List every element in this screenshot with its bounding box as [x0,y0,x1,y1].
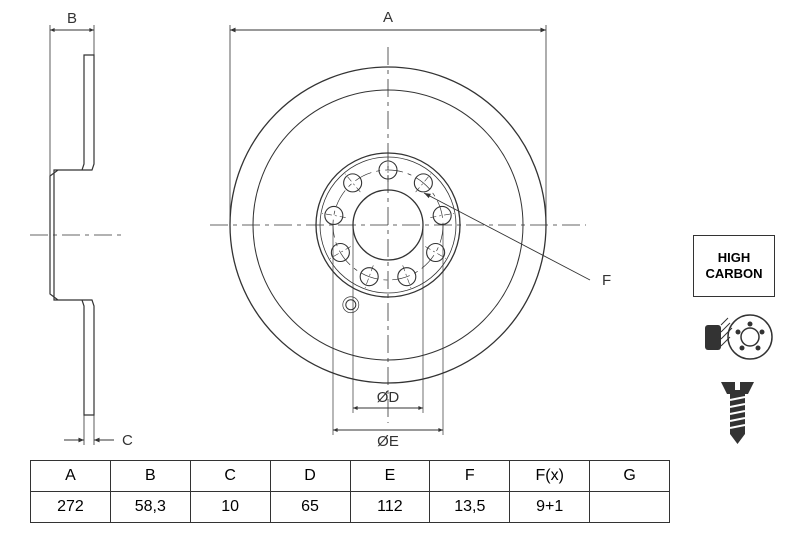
svg-text:ØD: ØD [377,389,400,406]
table-value-cell: 272 [31,492,111,523]
svg-text:F: F [602,272,611,289]
table-value-cell: 65 [270,492,350,523]
table-value-cell: 112 [350,492,430,523]
table-value-cell: 13,5 [430,492,510,523]
table-header-cell: E [350,461,430,492]
badge-text: HIGH CARBON [694,250,774,281]
brake-disc-icon [700,310,775,365]
screw-icon [715,380,760,450]
technical-drawing: B C A ØD ØE F [0,0,800,450]
table-header-cell: D [270,461,350,492]
table-value-cell [590,492,670,523]
table-value-cell: 9+1 [510,492,590,523]
badge-high-carbon: HIGH CARBON [693,235,775,297]
table-header-cell: A [31,461,111,492]
table-header-cell: F(x) [510,461,590,492]
dimension-table: ABCDEFF(x)G 27258,3106511213,59+1 [30,460,670,523]
table-header-cell: G [590,461,670,492]
table-header-cell: C [190,461,270,492]
table-header-row: ABCDEFF(x)G [31,461,670,492]
table-header-cell: B [110,461,190,492]
svg-text:A: A [383,9,393,26]
table-value-cell: 58,3 [110,492,190,523]
svg-text:B: B [67,10,77,27]
table-header-cell: F [430,461,510,492]
table-value-row: 27258,3106511213,59+1 [31,492,670,523]
svg-text:C: C [122,432,133,449]
table-value-cell: 10 [190,492,270,523]
svg-text:ØE: ØE [377,433,399,450]
